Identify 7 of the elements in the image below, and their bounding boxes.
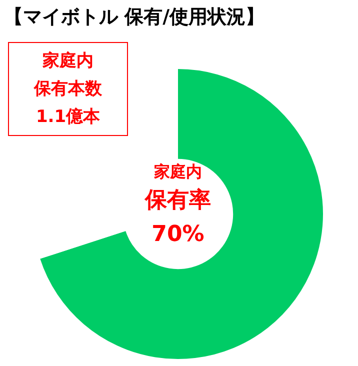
text: 家庭内 — [42, 50, 94, 73]
text: 70% — [150, 221, 206, 249]
text: 家庭内 — [153, 161, 203, 183]
text: 保有率 — [144, 186, 212, 215]
text: 保有本数 — [32, 78, 103, 101]
text: 1.1億本 — [34, 106, 102, 129]
chart-title: 【マイボトル 保有/使用状況】 — [4, 5, 265, 30]
